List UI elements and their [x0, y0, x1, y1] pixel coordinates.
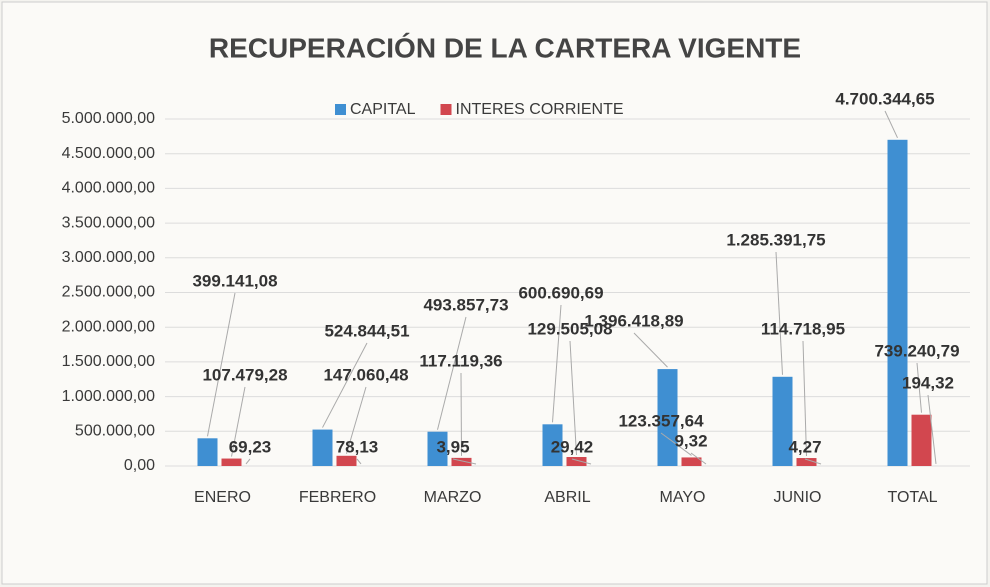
leader-line — [245, 458, 251, 465]
x-tick-label: MARZO — [424, 489, 482, 506]
y-tick-label: 0,00 — [124, 457, 155, 474]
x-tick-label: ABRIL — [544, 489, 590, 506]
leader-line — [927, 394, 937, 465]
legend-swatch — [335, 104, 346, 115]
bar — [336, 455, 357, 466]
y-tick-label: 4.500.000,00 — [62, 145, 156, 162]
data-label: 4,27 — [788, 437, 821, 456]
chart-title: RECUPERACIÓN DE LA CARTERA VIGENTE — [209, 32, 801, 63]
data-label: 78,13 — [336, 437, 379, 456]
bar — [427, 431, 448, 466]
legend-swatch — [440, 104, 452, 115]
legend-label: CAPITAL — [350, 101, 416, 118]
bar — [911, 414, 932, 466]
leader-line — [633, 332, 668, 368]
leader-line — [552, 304, 562, 423]
leader-line — [690, 452, 707, 465]
leader-line — [916, 362, 922, 413]
bar — [451, 457, 472, 466]
y-tick-label: 3.000.000,00 — [62, 249, 156, 266]
leader-line — [569, 340, 577, 456]
data-label: 29,42 — [551, 437, 594, 456]
data-label: 9,32 — [674, 431, 707, 450]
data-label: 123.357,64 — [618, 411, 704, 430]
data-label: 739.240,79 — [874, 341, 959, 360]
leader-line — [207, 292, 236, 437]
leader-line — [346, 386, 367, 454]
data-label: 3,95 — [436, 437, 469, 456]
leader-line — [437, 316, 467, 430]
x-tick-label: ENERO — [194, 489, 251, 506]
leader-line — [804, 458, 822, 465]
leader-line — [460, 372, 462, 456]
y-tick-label: 1.000.000,00 — [62, 388, 156, 405]
data-label: 1.396.418,89 — [584, 311, 683, 330]
bar — [887, 139, 908, 466]
data-label: 194,32 — [902, 373, 954, 392]
data-label: 69,23 — [229, 437, 272, 456]
bar — [197, 438, 218, 466]
bar — [542, 424, 563, 466]
leader-line — [775, 251, 783, 375]
data-label: 524.844,51 — [324, 321, 409, 340]
leader-line — [660, 432, 692, 456]
data-label: 147.060,48 — [323, 365, 408, 384]
data-label: 1.285.391,75 — [726, 230, 825, 249]
leader-line — [322, 342, 368, 428]
leader-line — [452, 458, 477, 465]
leader-line — [802, 340, 807, 457]
data-label: 399.141,08 — [192, 271, 277, 290]
x-tick-label: FEBRERO — [299, 489, 376, 506]
y-tick-label: 2.000.000,00 — [62, 318, 156, 335]
data-label: 493.857,73 — [423, 295, 508, 314]
data-label: 129.505,08 — [527, 319, 612, 338]
y-tick-label: 3.500.000,00 — [62, 214, 156, 231]
leader-line — [571, 458, 592, 465]
data-label: 114.718,95 — [761, 319, 845, 338]
leader-line — [356, 458, 362, 465]
legend-label: INTERES CORRIENTE — [456, 101, 624, 118]
leader-line — [884, 110, 898, 139]
x-tick-label: TOTAL — [887, 489, 937, 506]
bar — [681, 457, 702, 466]
x-tick-label: JUNIO — [774, 489, 822, 506]
y-tick-label: 5.000.000,00 — [62, 110, 156, 127]
bar — [796, 458, 817, 466]
bar — [772, 376, 793, 466]
x-tick-label: MAYO — [660, 489, 706, 506]
bar — [221, 458, 242, 466]
data-label: 117.119,36 — [419, 351, 502, 370]
data-label: 4.700.344,65 — [835, 89, 934, 108]
data-label: 600.690,69 — [518, 283, 603, 302]
bar — [566, 457, 587, 466]
y-tick-label: 500.000,00 — [75, 423, 155, 440]
y-tick-label: 2.500.000,00 — [62, 284, 156, 301]
bar — [312, 429, 333, 466]
data-label: 107.479,28 — [202, 365, 287, 384]
leader-line — [231, 386, 246, 457]
y-tick-label: 4.000.000,00 — [62, 180, 156, 197]
y-tick-label: 1.500.000,00 — [62, 353, 156, 370]
